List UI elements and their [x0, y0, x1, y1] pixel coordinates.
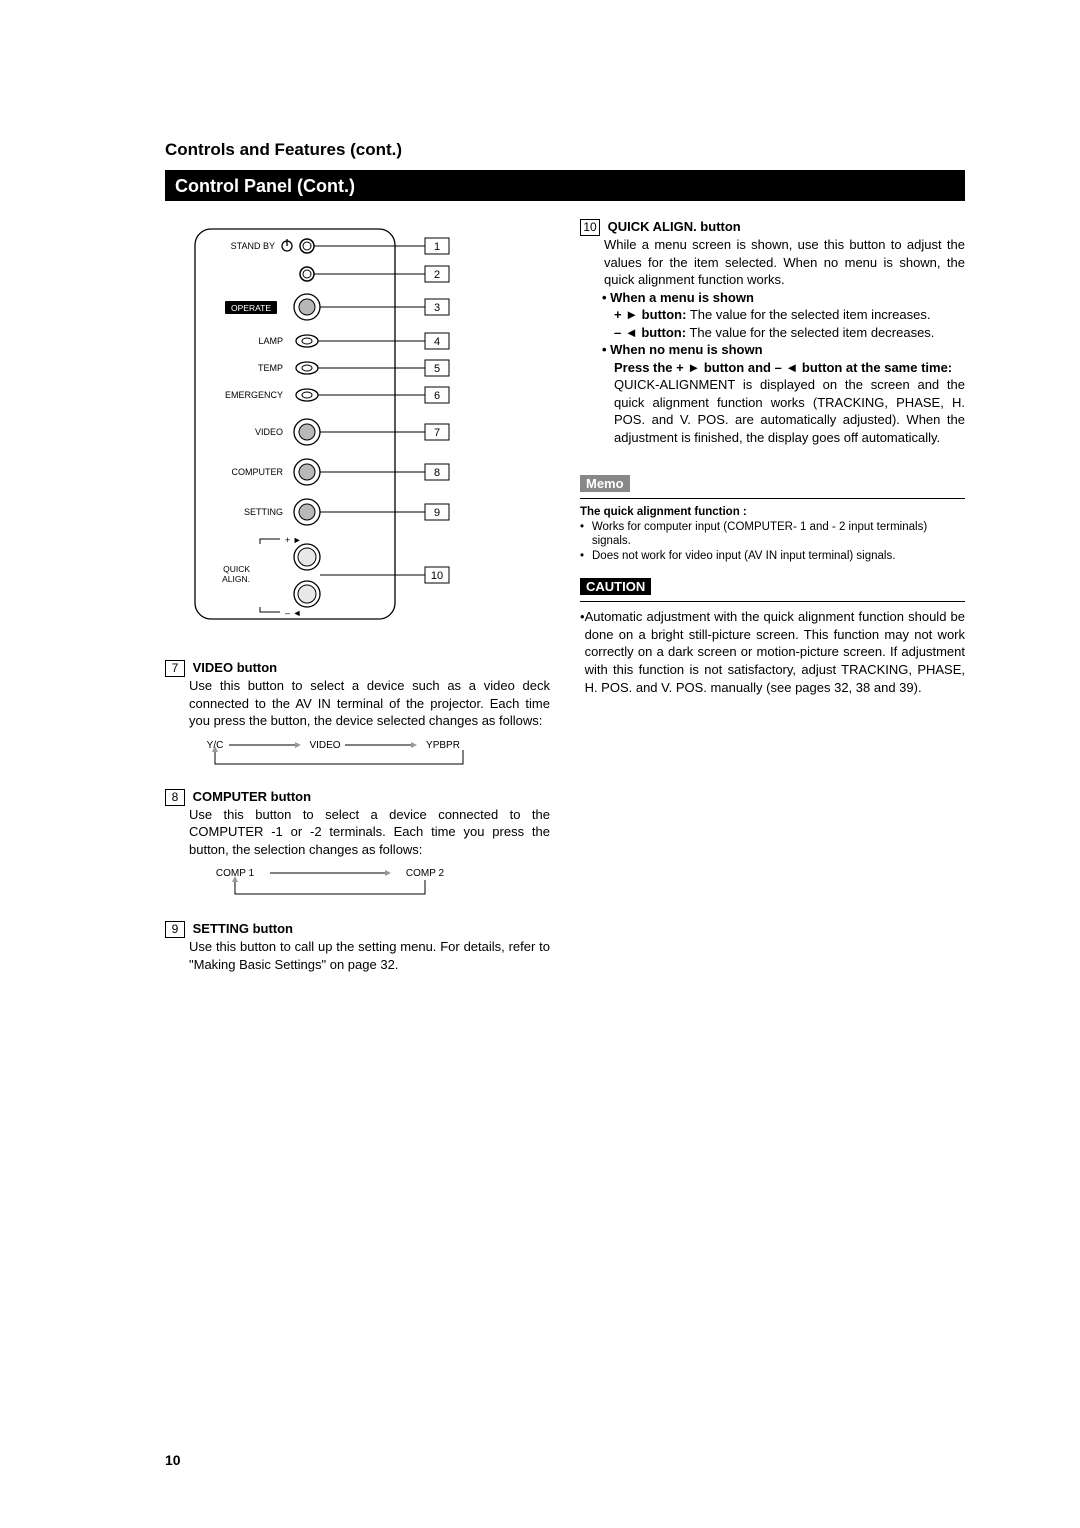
item-8-title: COMPUTER button	[193, 789, 311, 804]
item-9: 9 SETTING button Use this button to call…	[165, 921, 550, 973]
svg-text:YPBPR: YPBPR	[426, 740, 460, 751]
press-both-body: QUICK-ALIGNMENT is displayed on the scre…	[614, 376, 965, 446]
svg-text:VIDEO: VIDEO	[309, 740, 340, 751]
svg-text:3: 3	[434, 302, 440, 314]
callout-7: 7	[165, 660, 185, 677]
svg-text:QUICK: QUICK	[223, 564, 250, 574]
svg-text:LAMP: LAMP	[258, 336, 283, 346]
page-header: Controls and Features (cont.)	[165, 140, 965, 160]
callout-9: 9	[165, 921, 185, 938]
plus-label: + ► button:	[614, 307, 686, 322]
item-9-title: SETTING button	[193, 921, 293, 936]
minus-label: – ◄ button:	[614, 325, 686, 340]
memo-b2-text: Does not work for video input (AV IN inp…	[592, 549, 895, 564]
section-bar: Control Panel (Cont.)	[165, 170, 965, 201]
callout-8: 8	[165, 789, 185, 806]
item-7-title: VIDEO button	[193, 660, 278, 675]
svg-text:5: 5	[434, 363, 440, 375]
item-7: 7 VIDEO button Use this button to select…	[165, 660, 550, 775]
sub-when-menu-shown: • When a menu is shown	[602, 289, 965, 307]
svg-text:+ ►: + ►	[285, 535, 302, 545]
item-10: 10 QUICK ALIGN. button While a menu scre…	[580, 219, 965, 447]
svg-text:1: 1	[434, 241, 440, 253]
sub-when-no-menu: • When no menu is shown	[602, 341, 965, 359]
svg-text:COMPUTER: COMPUTER	[232, 467, 284, 477]
page-number: 10	[165, 1452, 181, 1468]
video-flow-diagram: Y/C VIDEO YPBPR	[195, 736, 495, 772]
svg-text:EMERGENCY: EMERGENCY	[225, 390, 283, 400]
svg-text:6: 6	[434, 390, 440, 402]
svg-text:ALIGN.: ALIGN.	[222, 574, 250, 584]
item-8-body: Use this button to select a device conne…	[189, 806, 550, 859]
svg-text:OPERATE: OPERATE	[231, 303, 271, 313]
item-8: 8 COMPUTER button Use this button to sel…	[165, 789, 550, 908]
right-column: 10 QUICK ALIGN. button While a menu scre…	[580, 219, 965, 987]
minus-button-desc: – ◄ button: The value for the selected i…	[614, 324, 965, 342]
item-10-intro: While a menu screen is shown, use this b…	[604, 236, 965, 289]
two-column-layout: STAND BY 1 2 OPERATE 3 LAMP	[165, 219, 965, 987]
press-both-title: Press the + ► button and – ◄ button at t…	[614, 359, 965, 377]
svg-text:8: 8	[434, 467, 440, 479]
caution-text: Automatic adjustment with the quick alig…	[585, 608, 965, 696]
memo-b1-text: Works for computer input (COMPUTER- 1 an…	[592, 520, 965, 550]
minus-text: The value for the selected item decrease…	[686, 325, 934, 340]
memo-bullet-2: •Does not work for video input (AV IN in…	[580, 549, 965, 564]
svg-text:4: 4	[434, 336, 440, 348]
callout-10: 10	[580, 219, 600, 236]
caution-block: CAUTION • Automatic adjustment with the …	[580, 564, 965, 696]
computer-flow-diagram: COMP 1 COMP 2	[195, 864, 495, 904]
item-9-body: Use this button to call up the setting m…	[189, 938, 550, 973]
svg-text:SETTING: SETTING	[244, 507, 283, 517]
svg-text:– ◄: – ◄	[285, 608, 301, 618]
svg-text:2: 2	[434, 269, 440, 281]
item-10-title: QUICK ALIGN. button	[608, 219, 741, 234]
svg-text:9: 9	[434, 507, 440, 519]
svg-text:7: 7	[434, 427, 440, 439]
caution-label: CAUTION	[580, 578, 651, 595]
svg-text:VIDEO: VIDEO	[255, 427, 283, 437]
left-column: STAND BY 1 2 OPERATE 3 LAMP	[165, 219, 550, 987]
plus-text: The value for the selected item increase…	[686, 307, 930, 322]
svg-text:TEMP: TEMP	[258, 363, 283, 373]
memo-label: Memo	[580, 475, 630, 492]
item-7-body: Use this button to select a device such …	[189, 677, 550, 730]
memo-block: Memo The quick alignment function : •Wor…	[580, 461, 965, 565]
memo-title: The quick alignment function :	[580, 505, 965, 520]
svg-text:10: 10	[431, 570, 443, 582]
control-panel-diagram: STAND BY 1 2 OPERATE 3 LAMP	[165, 219, 485, 629]
caution-body: • Automatic adjustment with the quick al…	[580, 608, 965, 696]
plus-button-desc: + ► button: The value for the selected i…	[614, 306, 965, 324]
memo-bullet-1: •Works for computer input (COMPUTER- 1 a…	[580, 520, 965, 550]
svg-text:STAND BY: STAND BY	[231, 241, 275, 251]
svg-text:COMP 2: COMP 2	[406, 868, 445, 879]
